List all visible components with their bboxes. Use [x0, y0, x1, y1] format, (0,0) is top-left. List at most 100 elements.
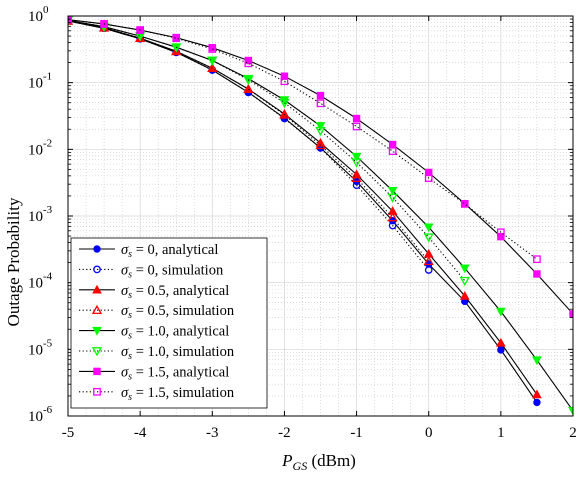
- data-point: [425, 168, 433, 177]
- data-point: [497, 228, 505, 237]
- data-point: [136, 26, 144, 34]
- data-point: [315, 139, 326, 150]
- data-point: [279, 96, 290, 106]
- data-point: [351, 158, 362, 168]
- y-tick-label: 10: [28, 342, 43, 358]
- y-tick-label: 10: [28, 276, 43, 292]
- data-point: [532, 356, 542, 366]
- data-point: [279, 109, 290, 119]
- data-point: [496, 337, 506, 347]
- data-point: [497, 346, 505, 354]
- data-point: [316, 99, 325, 108]
- data-point: [424, 266, 433, 274]
- legend-box: [70, 237, 268, 409]
- data-point: [460, 200, 469, 208]
- legend-label: σs = 0, analytical: [121, 242, 218, 260]
- data-point: [208, 45, 217, 53]
- data-point: [424, 174, 433, 182]
- y-tick-exponent: -6: [43, 404, 53, 416]
- data-point: [316, 91, 325, 100]
- y-tick-label: 10: [28, 209, 43, 225]
- data-point: [243, 83, 254, 93]
- y-tick-label: 10: [28, 76, 43, 92]
- data-point: [459, 276, 470, 287]
- series-line: [68, 20, 430, 262]
- data-point: [279, 98, 290, 109]
- x-tick-label: 1: [497, 425, 505, 441]
- data-point: [351, 152, 362, 162]
- y-tick-exponent: -1: [43, 71, 52, 83]
- legend-label: σs = 1.0, analytical: [121, 324, 229, 342]
- data-point: [568, 407, 573, 416]
- legend-label: σs = 1.0, simulation: [121, 344, 235, 362]
- x-tick-label: -2: [278, 425, 291, 441]
- data-point: [532, 389, 542, 399]
- data-point: [533, 270, 541, 278]
- y-tick-exponent: -5: [43, 337, 53, 349]
- legend-label: σs = 0.5, analytical: [121, 283, 229, 301]
- y-tick-exponent: 0: [43, 4, 49, 16]
- y-tick-exponent: -4: [43, 271, 53, 283]
- y-tick-label: 10: [28, 409, 43, 425]
- legend-marker: [93, 367, 101, 376]
- data-point: [388, 147, 397, 155]
- data-point: [387, 193, 398, 203]
- data-point: [387, 212, 398, 222]
- data-point: [423, 233, 434, 243]
- legend-marker: [93, 245, 101, 253]
- x-tick-label: 2: [569, 425, 577, 441]
- data-point: [207, 62, 218, 73]
- data-point: [423, 255, 434, 266]
- legend-marker: [92, 326, 102, 336]
- data-point: [171, 46, 182, 56]
- legend-label: σs = 1.5, simulation: [121, 385, 235, 403]
- data-point: [280, 77, 289, 86]
- y-tick-label: 10: [28, 142, 43, 158]
- legend-label: σs = 0.5, simulation: [121, 303, 235, 321]
- y-axis-label: Outage Probability: [4, 197, 23, 326]
- data-point: [388, 140, 397, 149]
- series-line: [68, 20, 538, 395]
- data-point: [352, 114, 361, 123]
- legend-marker: [93, 387, 101, 396]
- x-tick-label: -3: [206, 425, 219, 441]
- x-axis-label: PGS (dBm): [281, 451, 356, 472]
- data-point: [497, 232, 505, 241]
- data-point: [423, 223, 434, 233]
- data-point: [243, 76, 254, 86]
- x-tick-label: -5: [62, 425, 75, 441]
- data-point: [387, 186, 398, 196]
- series-group: [68, 16, 573, 416]
- data-point: [352, 181, 361, 190]
- legend-marker: [91, 304, 103, 315]
- x-tick-label: 0: [425, 425, 433, 441]
- data-point: [388, 221, 397, 230]
- data-point: [172, 34, 181, 43]
- x-tick-label: -1: [350, 425, 363, 441]
- data-point: [496, 307, 506, 317]
- data-point: [352, 122, 361, 131]
- y-tick-exponent: -3: [43, 204, 53, 216]
- data-point: [533, 398, 541, 407]
- data-point: [171, 43, 182, 53]
- data-point: [459, 291, 470, 300]
- data-point: [461, 199, 469, 208]
- data-point: [533, 255, 541, 264]
- series-3: [68, 16, 434, 266]
- data-point: [351, 172, 362, 182]
- legend-marker: [91, 347, 103, 357]
- legend: σs = 0, analytical σs = 0, simulation σs =…: [70, 237, 268, 409]
- data-point: [459, 264, 470, 274]
- data-point: [280, 72, 289, 80]
- data-point: [315, 126, 326, 137]
- data-point: [207, 56, 218, 66]
- legend-label: σs = 1.5, analytical: [121, 364, 229, 382]
- x-tick-label: -4: [134, 425, 147, 441]
- legend-marker: [93, 265, 101, 274]
- legend-marker: [92, 284, 102, 294]
- series-7: [68, 16, 541, 264]
- legend-label: σs = 0, simulation: [121, 262, 224, 280]
